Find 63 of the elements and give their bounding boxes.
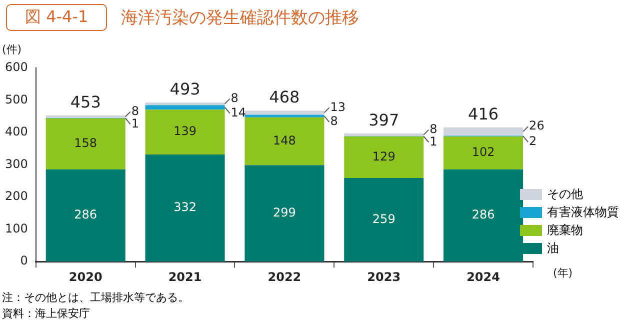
data-label: 8 bbox=[330, 114, 338, 128]
y-tick-label: 500 bbox=[5, 92, 28, 106]
bar bbox=[46, 169, 126, 262]
y-tick-label: 400 bbox=[5, 124, 28, 139]
x-tick-label: 2023 bbox=[367, 270, 401, 284]
y-axis-title: (件) bbox=[2, 42, 22, 56]
y-tick-label: 600 bbox=[5, 60, 28, 74]
bar bbox=[145, 102, 225, 106]
data-label: 1 bbox=[430, 134, 438, 148]
bar bbox=[244, 110, 324, 115]
bar bbox=[244, 114, 324, 118]
data-label: 2 bbox=[529, 134, 537, 148]
data-label: 8 bbox=[230, 90, 238, 105]
text: 資料：海上保安庁 bbox=[2, 306, 91, 322]
legend-label: 有害液体物質 bbox=[547, 204, 619, 221]
data-label: 8 bbox=[430, 122, 438, 136]
data-label: 286 bbox=[74, 208, 98, 222]
data-label: 13 bbox=[330, 100, 346, 114]
x-tick-label: 2020 bbox=[68, 270, 102, 284]
x-tick-label: 2021 bbox=[168, 270, 202, 284]
y-tick-label: 100 bbox=[5, 221, 28, 236]
data-label: 129 bbox=[372, 149, 396, 164]
legend-label: その他 bbox=[547, 186, 583, 203]
data-label: 148 bbox=[273, 133, 296, 148]
bar bbox=[344, 178, 424, 262]
bar bbox=[344, 134, 424, 136]
data-label: 286 bbox=[472, 208, 495, 222]
y-tick-label: 200 bbox=[5, 189, 28, 204]
data-label: 1 bbox=[131, 116, 140, 130]
bar bbox=[145, 154, 225, 262]
chart-title: 海洋汚染の発生確認件数の推移 bbox=[121, 7, 360, 29]
total-label: 453 bbox=[70, 92, 101, 112]
x-tick-label: 2024 bbox=[466, 270, 500, 284]
y-tick-label: 0 bbox=[20, 254, 28, 268]
bar bbox=[444, 127, 524, 136]
data-label: 8 bbox=[131, 104, 140, 118]
bar bbox=[145, 110, 225, 154]
text: 注：その他とは、工場排水等である。 bbox=[2, 290, 189, 306]
bar bbox=[344, 136, 424, 178]
data-label: 26 bbox=[529, 118, 544, 133]
bar bbox=[444, 136, 524, 170]
data-label: 139 bbox=[174, 124, 196, 138]
bar bbox=[46, 115, 126, 118]
data-label: 102 bbox=[472, 144, 495, 159]
total-label: 416 bbox=[468, 104, 499, 124]
legend-label: 廃棄物 bbox=[547, 222, 583, 239]
data-label: 332 bbox=[174, 200, 196, 214]
data-label: 158 bbox=[74, 136, 98, 150]
total-label: 397 bbox=[368, 110, 400, 130]
total-label: 493 bbox=[170, 80, 200, 99]
y-tick-label: 300 bbox=[5, 156, 28, 171]
bar bbox=[244, 117, 324, 166]
data-label: 14 bbox=[230, 105, 246, 120]
bar bbox=[46, 118, 126, 170]
x-tick-label: 2022 bbox=[268, 270, 302, 284]
x-axis-title: (年) bbox=[553, 266, 573, 280]
data-label: 299 bbox=[273, 205, 296, 220]
data-label: 259 bbox=[372, 212, 396, 226]
total-label: 468 bbox=[269, 88, 300, 107]
bar bbox=[145, 105, 225, 110]
bar bbox=[244, 165, 324, 262]
legend-label: 油 bbox=[547, 240, 559, 257]
chart-subtitle: 図 4-4-1 bbox=[6, 4, 108, 31]
